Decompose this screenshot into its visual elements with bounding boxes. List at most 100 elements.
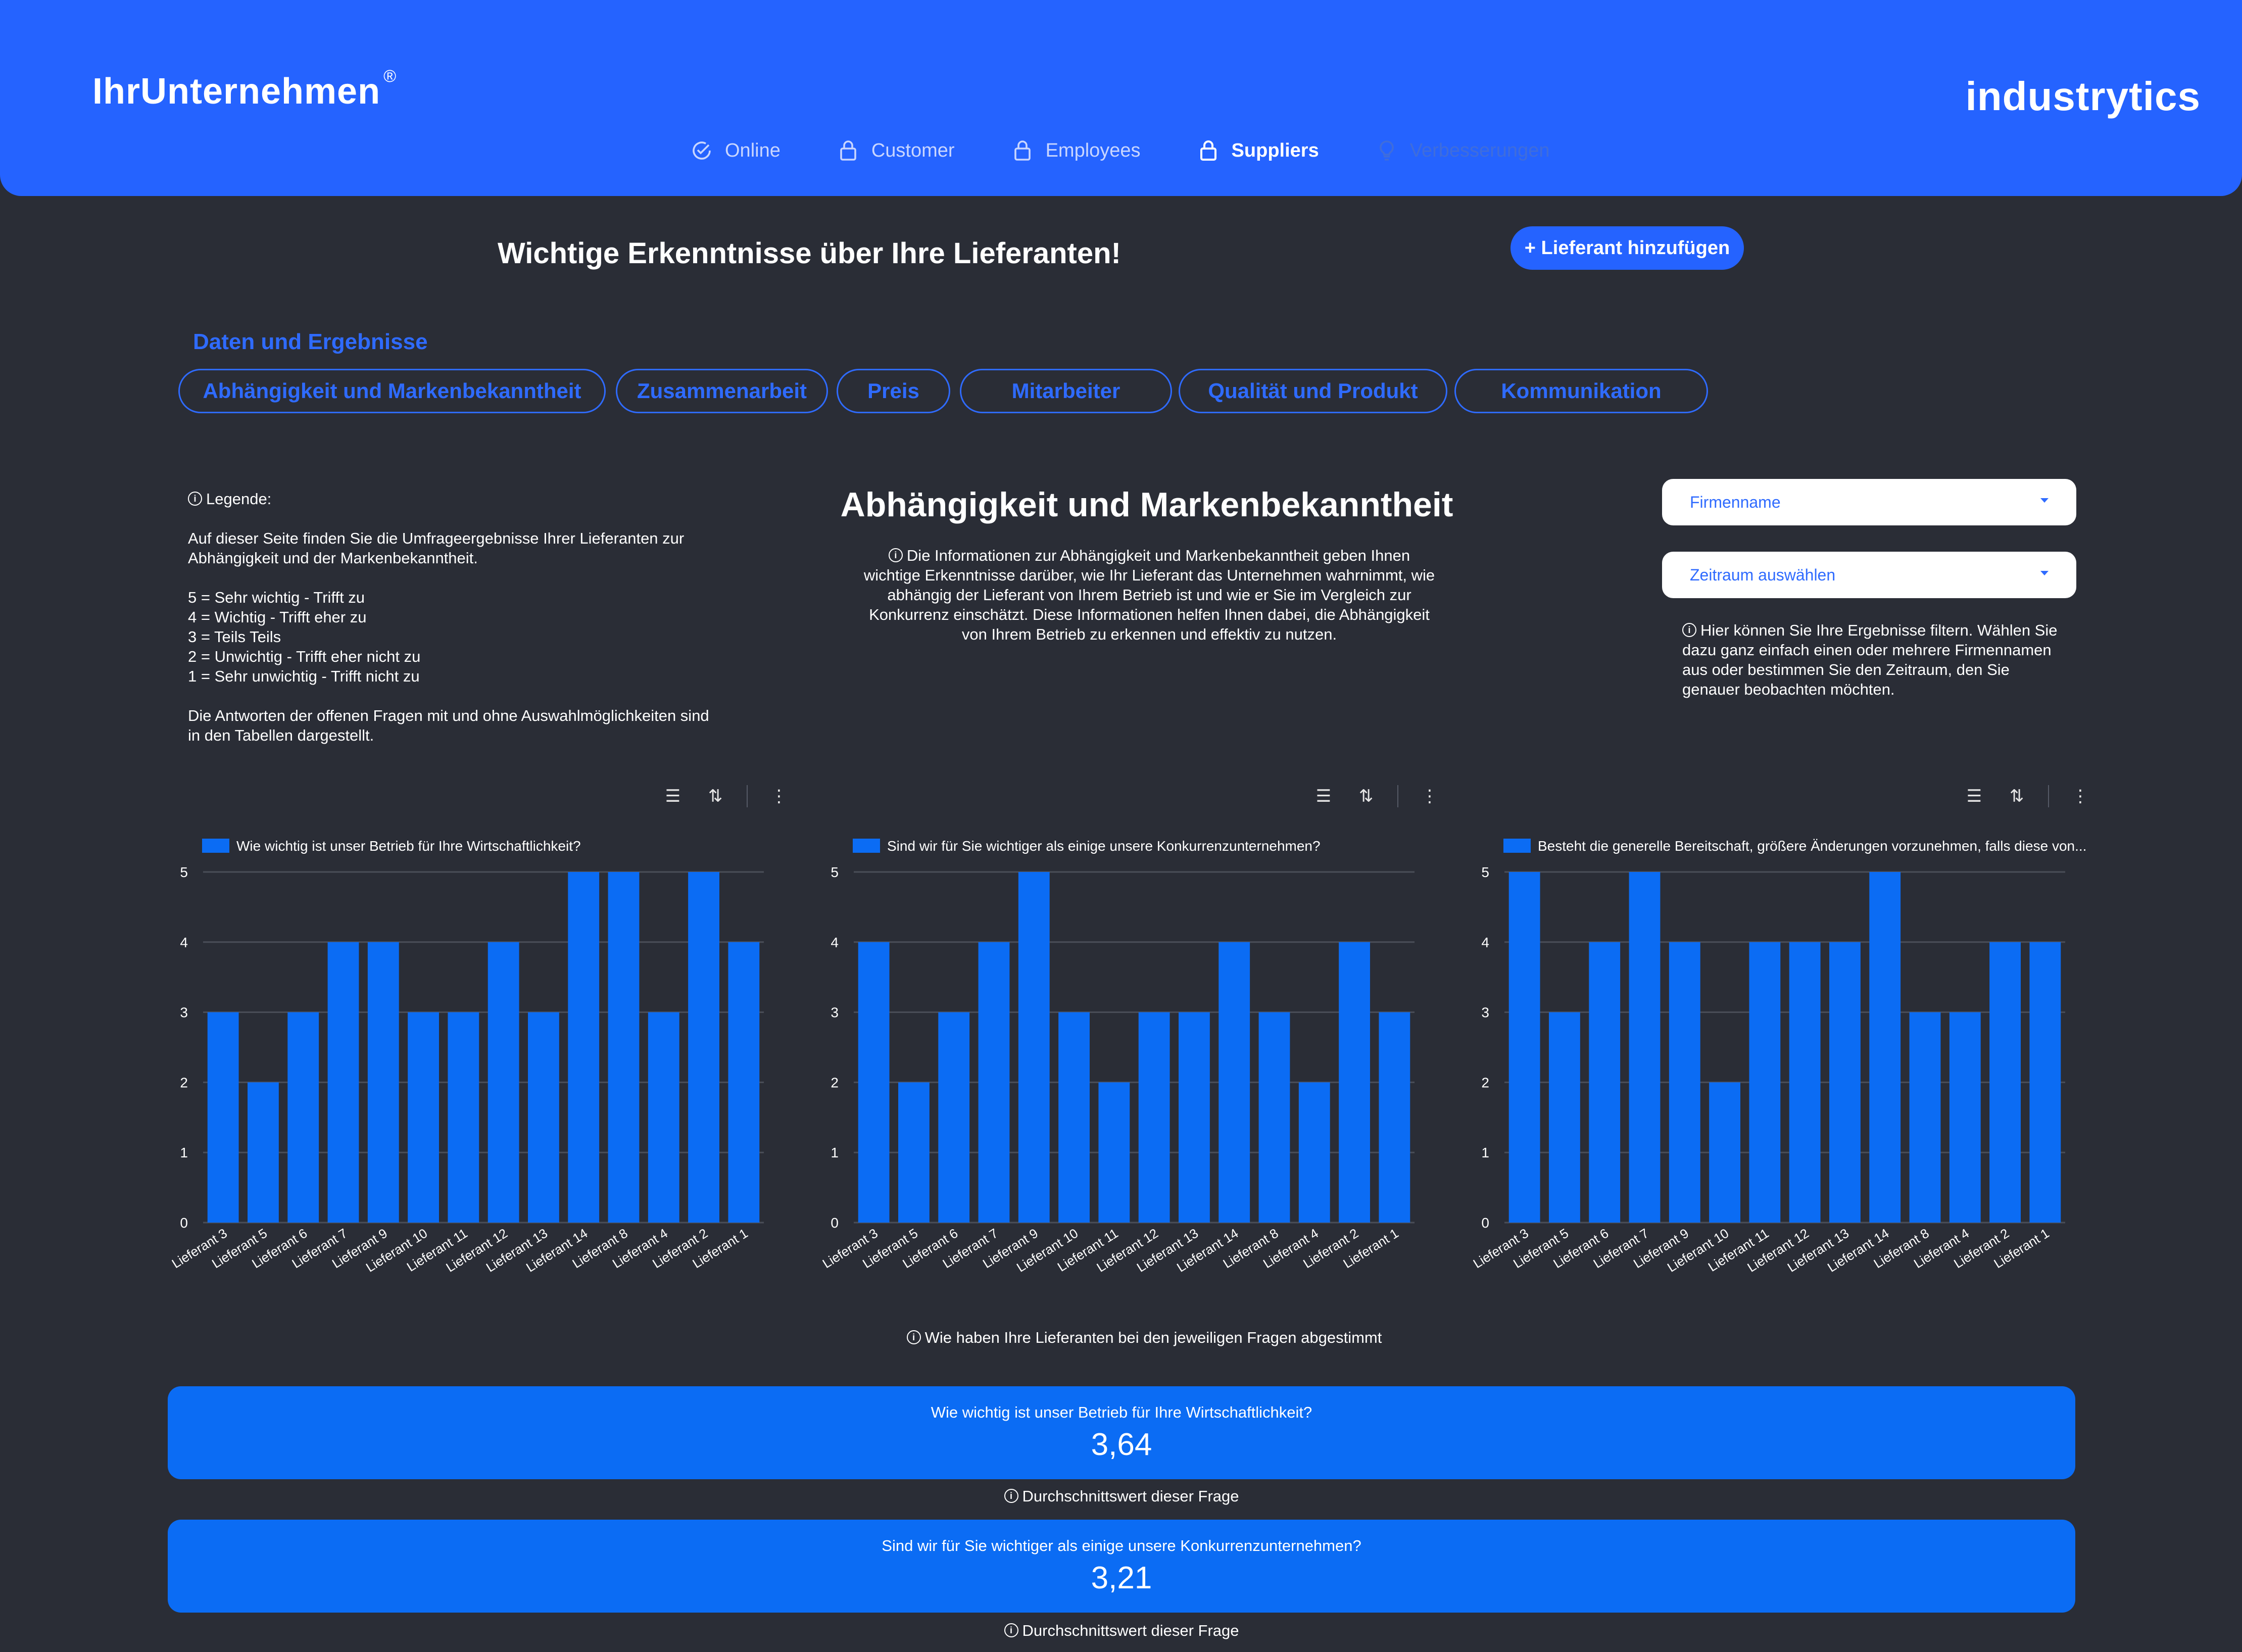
nav-label: Employees [1045,139,1141,161]
y-tick-label: 0 [180,1215,188,1231]
bar [448,1012,479,1223]
bar [408,1012,439,1223]
bar-chart-svg-1: Wie wichtig ist unser Betrieb für Ihre W… [169,838,764,1275]
legend-title: Legende: [206,490,272,508]
info-icon: i [906,1330,921,1344]
info-icon: i [1004,1488,1018,1503]
y-tick-label: 2 [180,1075,188,1090]
bar [1949,1012,1981,1223]
legend-label: Wie wichtig ist unser Betrieb für Ihre W… [236,838,581,854]
votes-note: i Wie haben Ihre Lieferanten bei den jewe… [808,1329,1480,1347]
tab-qualitaet[interactable]: Qualität und Produkt [1179,369,1447,413]
add-supplier-button[interactable]: + Lieferant hinzufügen [1510,226,1744,270]
y-tick-label: 2 [1481,1075,1489,1090]
brand-logo[interactable]: IhrUnternehmen ® [92,67,397,112]
y-tick-label: 3 [831,1005,839,1021]
period-filter-label: Zeitraum auswählen [1690,565,1836,584]
legend-label: Besteht die generelle Bereitschaft, größ… [1538,838,2086,854]
stat-question: Wie wichtig ist unser Betrieb für Ihre W… [931,1403,1312,1421]
bar [1258,1012,1290,1223]
filter-info-text: Hier können Sie Ihre Ergebnisse filtern.… [1682,621,2058,698]
tab-preis[interactable]: Preis [837,369,950,413]
tab-mitarbeiter[interactable]: Mitarbeiter [960,369,1172,413]
nav-label: Suppliers [1231,139,1319,161]
bar [1629,872,1661,1223]
sort-az-icon[interactable]: ⇅ [1358,787,1374,806]
stat-value: 3,21 [1091,1561,1152,1595]
nav-label: Customer [871,139,955,161]
legend-scale-4: 4 = Wichtig - Trifft eher zu [188,608,367,626]
bar [1709,1082,1740,1223]
lock-icon [1014,140,1031,161]
info-icon: i [188,491,202,506]
bar [1869,872,1901,1223]
more-vert-icon[interactable]: ⋮ [1421,787,1438,806]
bar [287,1012,319,1223]
vendor-logo: industrytics [1965,74,2201,119]
period-filter-dropdown[interactable]: Zeitraum auswählen [1662,552,2076,598]
nav-item-suppliers[interactable]: Suppliers [1196,138,1319,163]
y-tick-label: 0 [831,1215,839,1231]
votes-note-text: Wie haben Ihre Lieferanten bei den jewei… [924,1329,1382,1346]
more-vert-icon[interactable]: ⋮ [770,787,788,806]
y-tick-label: 4 [1481,935,1489,950]
bar [1138,1012,1170,1223]
bar [648,1012,679,1223]
y-tick-label: 4 [180,935,188,950]
stat-note-1: i Durchschnittswert dieser Frage [168,1487,2075,1505]
lock-icon [840,140,856,161]
bar-chart-1: Wie wichtig ist unser Betrieb für Ihre W… [152,778,803,1283]
bar-chart-2: Sind wir für Sie wichtiger als einige un… [802,778,1454,1283]
legend-scale-3: 3 = Teils Teils [188,628,281,646]
tab-zusammenarbeit[interactable]: Zusammenarbeit [616,369,828,413]
toolbar-divider [747,785,748,807]
chart-toolbar-2: ☰ ⇅ ⋮ [1312,783,1461,809]
caret-down-icon [2040,498,2049,503]
bar [1589,942,1621,1223]
bar [327,942,359,1223]
sort-az-icon[interactable]: ⇅ [2009,787,2024,806]
filter-sliders-icon[interactable]: ☰ [1966,787,1982,806]
bar [1989,942,2021,1223]
more-vert-icon[interactable]: ⋮ [2072,787,2089,806]
sort-az-icon[interactable]: ⇅ [708,787,723,806]
y-tick-label: 3 [1481,1005,1489,1021]
info-icon: i [888,548,903,562]
legend-swatch [202,839,229,853]
company-filter-dropdown[interactable]: Firmenname [1662,479,2076,525]
nav-item-online[interactable]: Online [690,138,781,163]
bar [1179,1012,1210,1223]
toolbar-divider [1397,785,1398,807]
legend-swatch [1503,839,1531,853]
bar [1508,872,1540,1223]
bar [1298,1082,1330,1223]
lightbulb-icon [1379,140,1394,161]
stat-note-text: Durchschnittswert dieser Frage [1022,1622,1239,1639]
section-description: i Die Informationen zur Abhängigkeit und … [859,546,1440,644]
y-tick-label: 5 [180,864,188,880]
tab-abhaengigkeit[interactable]: Abhängigkeit und Markenbekanntheit [178,369,606,413]
stat-card-1: Wie wichtig ist unser Betrieb für Ihre W… [168,1386,2075,1479]
nav-item-employees[interactable]: Employees [1010,138,1141,163]
legend-scale-5: 5 = Sehr wichtig - Trifft zu [188,589,365,606]
bar [248,1082,279,1223]
filter-sliders-icon[interactable]: ☰ [665,787,681,806]
stat-value: 3,64 [1091,1427,1152,1462]
company-filter-label: Firmenname [1690,493,1781,511]
nav-item-verbesserungen[interactable]: Verbesserungen [1375,138,1549,163]
bar-chart-svg-2: Sind wir für Sie wichtiger als einige un… [820,838,1415,1275]
registered-mark: ® [383,67,397,86]
nav-item-customer[interactable]: Customer [836,138,955,163]
bar [1379,1012,1410,1223]
legend-panel: i Legende: Auf dieser Seite finden Sie di… [188,489,718,745]
stat-card-2: Sind wir für Sie wichtiger als einige un… [168,1520,2075,1613]
y-tick-label: 5 [831,864,839,880]
y-tick-label: 1 [831,1145,839,1160]
tab-kommunikation[interactable]: Kommunikation [1454,369,1708,413]
bar [568,872,600,1223]
filter-sliders-icon[interactable]: ☰ [1315,787,1332,806]
section-heading: Abhängigkeit und Markenbekanntheit [840,485,1453,524]
top-header: IhrUnternehmen ® industrytics Online Cust… [0,0,2242,196]
bar [207,1012,239,1223]
bar [1018,872,1050,1223]
